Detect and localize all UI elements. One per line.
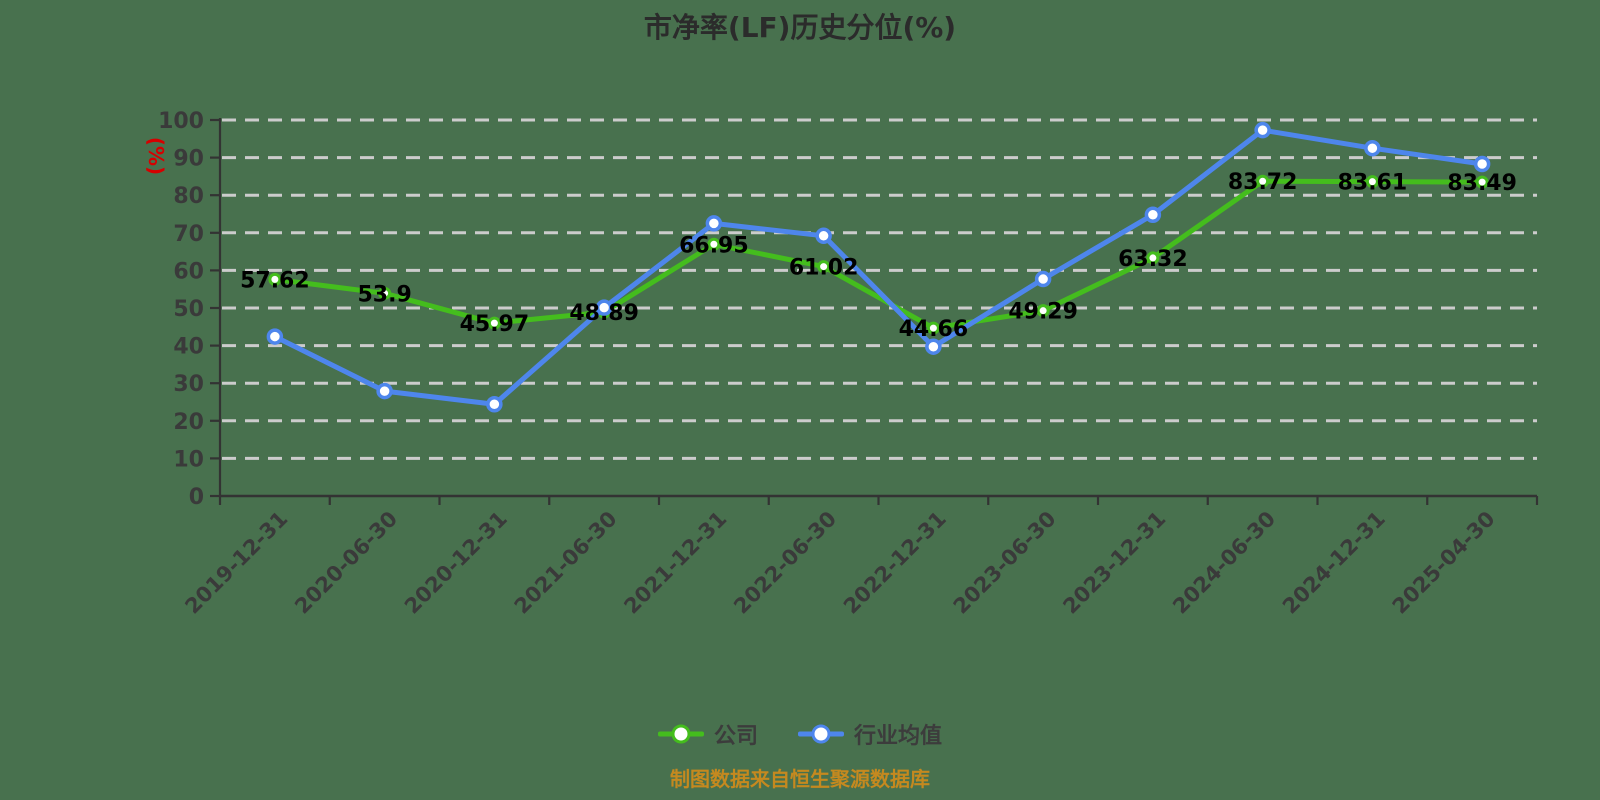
y-axis-tick-label: 20 (173, 410, 204, 435)
legend: 公司 行业均值 (0, 718, 1600, 750)
legend-item-label: 公司 (713, 724, 758, 749)
data-point-label: 48.89 (569, 301, 639, 326)
data-point (1034, 270, 1052, 288)
data-point (705, 215, 723, 232)
y-axis-tick-label: 60 (173, 259, 204, 284)
data-point-label: 66.95 (679, 233, 749, 258)
x-axis-tick-label: 2021-06-30 (510, 507, 622, 619)
data-point (817, 260, 831, 274)
data-point-label: 53.9 (357, 282, 411, 307)
data-point-label: 63.32 (1118, 247, 1188, 272)
series-line-1 (272, 127, 1485, 407)
data-point (1475, 175, 1489, 189)
data-point (1144, 206, 1162, 224)
y-axis-tick-label: 40 (173, 335, 204, 360)
data-point (926, 321, 940, 335)
x-axis-tick-label: 2021-12-31 (619, 507, 731, 619)
data-point (1364, 139, 1381, 157)
legend-circle-icon (811, 724, 831, 744)
y-axis-tick-label: 10 (173, 447, 204, 472)
data-point (487, 316, 501, 330)
data-point-label: 49.29 (1008, 300, 1078, 325)
data-point (1146, 251, 1160, 265)
data-point (925, 338, 942, 355)
data-point-label: 44.66 (899, 317, 969, 342)
x-axis-tick-label: 2023-12-31 (1058, 507, 1170, 619)
legend-circle-icon (671, 724, 691, 744)
series-line-0 (272, 178, 1485, 331)
x-axis-tick-label: 2020-06-30 (290, 507, 402, 619)
x-axis-tick-label: 2025-04-30 (1388, 507, 1500, 619)
data-point (595, 299, 613, 316)
y-axis-tick-label: 90 (173, 147, 204, 172)
x-axis-tick-label: 2023-06-30 (949, 507, 1061, 619)
x-axis-tick-label: 2019-12-31 (180, 507, 292, 619)
y-axis-tick-label: 50 (173, 297, 204, 322)
x-axis-tick-label: 2024-06-30 (1168, 507, 1280, 619)
y-axis-tick-label: 0 (189, 485, 204, 510)
data-point (1365, 175, 1379, 189)
industry-series-marker-icon (798, 723, 844, 745)
y-axis-tick-label: 100 (158, 109, 204, 134)
data-point (1256, 174, 1270, 188)
data-point-label: 83.49 (1447, 171, 1517, 196)
data-point-label: 83.61 (1338, 171, 1408, 196)
x-axis-tick-label: 2024-12-31 (1278, 507, 1390, 619)
chart-title: 市净率(LF)历史分位(%) (643, 11, 957, 44)
data-point-label: 83.72 (1228, 170, 1298, 195)
data-point (378, 286, 392, 300)
data-point-label: 61.02 (789, 256, 859, 281)
data-point (376, 382, 393, 400)
legend-item-industry-average[interactable]: 行业均值 (798, 718, 942, 750)
data-point (1254, 121, 1271, 139)
data-point (1473, 155, 1491, 173)
data-point (268, 272, 282, 286)
data-point (486, 396, 503, 413)
legend-item-company[interactable]: 公司 (657, 718, 758, 750)
legend-item-label: 行业均值 (854, 724, 943, 749)
y-axis-tick-label: 80 (173, 184, 204, 209)
company-series-marker-icon (657, 723, 704, 745)
data-point (266, 328, 284, 345)
x-axis-tick-label: 2022-06-30 (729, 507, 841, 619)
data-point (815, 227, 832, 245)
data-point-label: 57.62 (240, 268, 310, 293)
y-axis-tick-label: 30 (173, 372, 204, 397)
data-point (1036, 304, 1050, 318)
data-source-note: 制图数据来自恒生聚源数据库 (670, 767, 930, 791)
data-point-label: 45.97 (460, 312, 530, 337)
x-axis-tick-label: 2022-12-31 (839, 507, 951, 619)
data-point (707, 237, 721, 251)
y-axis-tick-label: 70 (173, 222, 204, 247)
x-axis-tick-label: 2020-12-31 (400, 507, 512, 619)
